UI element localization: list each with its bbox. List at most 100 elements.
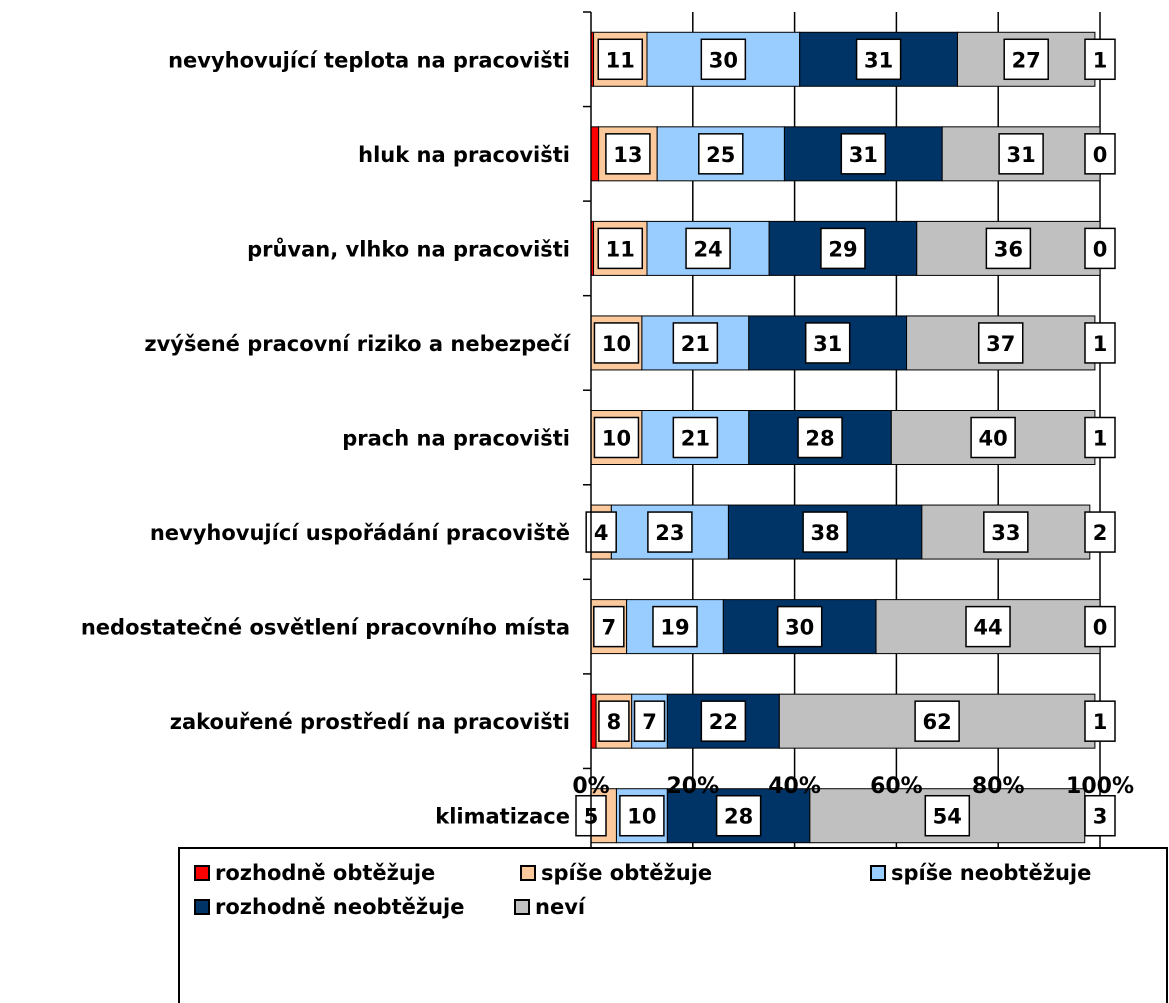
data-label-box [597, 38, 644, 81]
data-label-box [700, 38, 747, 81]
legend-label: spíše neobtěžuje [891, 861, 1092, 885]
data-label-end: 0 [1093, 616, 1108, 640]
data-label-box [672, 322, 719, 364]
data-label-box [619, 794, 665, 837]
data-label-end: 0 [1093, 237, 1108, 261]
legend-item-rozhodne-neobtezuje: rozhodně neobtěžuje [194, 895, 464, 919]
data-label-box [605, 133, 651, 175]
data-label-box [685, 227, 731, 270]
category-label: klimatizace [435, 805, 570, 829]
data-label: 31 [849, 143, 878, 167]
data-label: 44 [973, 616, 1002, 640]
data-label: 38 [811, 521, 840, 545]
data-label: 7 [642, 710, 657, 734]
data-label: 31 [864, 48, 893, 72]
data-label-end-box [1084, 700, 1116, 742]
data-label: 30 [709, 48, 738, 72]
data-label-box [983, 511, 1029, 553]
data-label-box [802, 511, 848, 553]
data-label-box [985, 227, 1032, 270]
data-label: 10 [602, 427, 631, 451]
x-tick-label: 20% [666, 774, 719, 799]
data-label: 21 [681, 427, 710, 451]
bar-segment [590, 126, 600, 182]
category-label: nevyhovující uspořádání pracoviště [150, 521, 570, 545]
data-label-box [924, 794, 971, 837]
data-label: 37 [986, 332, 1015, 356]
data-label-end-box [1084, 605, 1116, 648]
data-label: 21 [681, 332, 710, 356]
data-label-end-box [1084, 38, 1116, 81]
legend-swatch [514, 899, 530, 915]
data-label-box [998, 133, 1044, 175]
data-label-end-box [1084, 133, 1116, 175]
data-label: 4 [594, 521, 609, 545]
data-label-box [593, 605, 625, 648]
data-label: 54 [933, 805, 962, 829]
data-label: 11 [606, 48, 635, 72]
legend-item-spise-neobtezuje: spíše neobtěžuje [870, 861, 1091, 885]
data-label-box [647, 511, 693, 553]
data-label-box [977, 322, 1024, 364]
data-label-end: 3 [1093, 805, 1108, 829]
legend-swatch [194, 865, 210, 881]
data-label-end: 1 [1093, 48, 1108, 72]
data-label-end-box [1084, 416, 1116, 459]
data-label-box [855, 38, 902, 81]
data-label: 36 [994, 237, 1023, 261]
data-label-box [1003, 38, 1049, 81]
category-label: průvan, vlhko na pracovišti [247, 237, 570, 261]
data-label: 22 [709, 710, 738, 734]
data-label-box [593, 416, 640, 459]
category-label: zakouřené prostředí na pracovišti [170, 710, 570, 734]
data-label: 10 [602, 332, 631, 356]
data-label-end-box [1084, 322, 1116, 364]
x-tick-label: 100% [1066, 774, 1134, 799]
category-label: nevyhovující teplota na pracovišti [168, 48, 570, 72]
data-label: 28 [805, 427, 834, 451]
legend-swatch [194, 899, 210, 915]
data-label-end-box [1084, 227, 1116, 270]
category-label: zvýšené pracovní riziko a nebezpečí [144, 332, 571, 356]
data-label-box [597, 227, 644, 270]
legend-label: spíše obtěžuje [541, 861, 713, 885]
x-tick-label: 80% [972, 774, 1025, 799]
category-label: prach na pracovišti [342, 427, 570, 451]
data-label: 31 [813, 332, 842, 356]
legend-item-nevi: neví [514, 895, 585, 919]
legend-item-rozhodne-obtezuje: rozhodně obtěžuje [194, 861, 435, 885]
data-label-box [820, 227, 866, 270]
data-label-box [700, 700, 747, 742]
data-label-box [776, 605, 823, 648]
data-label: 13 [613, 143, 642, 167]
legend-swatch [520, 865, 536, 881]
legend-swatch [870, 865, 886, 881]
data-label: 8 [607, 710, 622, 734]
data-label-box [914, 700, 960, 742]
category-label: nedostatečné osvětlení pracovního místa [81, 616, 570, 640]
data-label: 11 [606, 237, 635, 261]
data-label: 24 [693, 237, 722, 261]
data-label-end: 1 [1093, 427, 1108, 451]
data-label: 29 [828, 237, 857, 261]
data-label-box [715, 794, 762, 837]
data-label: 28 [724, 805, 753, 829]
data-label-box [698, 133, 744, 175]
category-label: hluk na pracovišti [358, 143, 570, 167]
x-tick-label: 0% [572, 774, 609, 799]
legend-label: neví [535, 895, 586, 919]
data-label: 30 [785, 616, 814, 640]
data-label: 62 [923, 710, 952, 734]
x-tick-label: 40% [768, 774, 821, 799]
legend-label: rozhodně obtěžuje [215, 861, 436, 885]
data-label-box [965, 605, 1011, 648]
data-label-box [672, 416, 719, 459]
data-label-box [804, 322, 851, 364]
legend-item-spise-obtezuje: spíše obtěžuje [520, 861, 712, 885]
bar-segment [590, 693, 597, 749]
data-label: 33 [991, 521, 1020, 545]
data-label: 25 [706, 143, 735, 167]
data-label: 10 [627, 805, 656, 829]
data-label: 27 [1012, 48, 1041, 72]
